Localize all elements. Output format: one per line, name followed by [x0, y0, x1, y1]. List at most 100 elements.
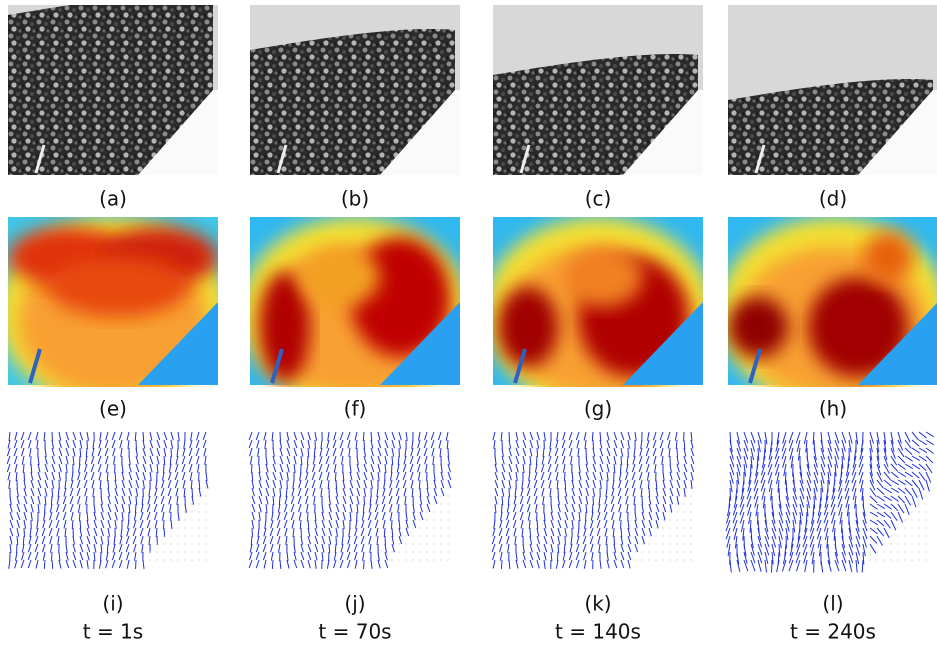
arrow [299, 471, 302, 481]
arrow [9, 535, 13, 545]
arrow [732, 511, 738, 524]
arrow [757, 543, 763, 556]
arrow [51, 559, 54, 569]
arrow [729, 471, 734, 484]
arrow [548, 479, 552, 489]
dot [405, 559, 407, 561]
arrow [508, 463, 513, 473]
arrow [578, 495, 583, 505]
arrow [883, 479, 892, 487]
arrow [797, 527, 801, 541]
arrow [591, 503, 594, 513]
arrow [65, 447, 70, 457]
arrow [139, 511, 144, 521]
arrow [290, 503, 295, 513]
arrow [571, 503, 576, 513]
arrow [585, 487, 590, 497]
arrow [85, 495, 88, 505]
arrow [494, 463, 498, 473]
arrow [132, 527, 137, 537]
arrow [198, 487, 202, 497]
arrow [307, 431, 311, 441]
arrow [606, 463, 610, 473]
dot [198, 519, 200, 521]
dot [198, 503, 200, 505]
arrow [761, 487, 766, 500]
arrow [606, 471, 609, 481]
arrow [845, 463, 850, 477]
arrow [876, 455, 881, 469]
arrow [128, 495, 132, 505]
arrow [838, 479, 843, 492]
arrow [725, 519, 731, 532]
arrow [170, 431, 174, 441]
arrow [55, 519, 60, 529]
arrow [248, 559, 253, 569]
arrow [37, 495, 41, 505]
arrow [377, 559, 381, 569]
arrow [613, 447, 618, 457]
arrow [57, 535, 60, 545]
arrow [9, 519, 14, 529]
arrow [799, 479, 805, 492]
dot [876, 551, 878, 553]
arrow [405, 527, 410, 537]
arrow [746, 495, 752, 508]
arrow [313, 447, 316, 457]
arrow [321, 551, 324, 561]
arrow [112, 543, 116, 553]
arrow [97, 463, 102, 473]
arrow [869, 527, 878, 535]
arrow [585, 455, 588, 465]
arrow [121, 511, 124, 521]
arrow [311, 479, 316, 489]
dot [191, 535, 193, 537]
dot [690, 503, 692, 505]
arrow [876, 439, 880, 453]
arrow [817, 503, 822, 516]
arrow [848, 527, 853, 540]
photo [8, 5, 218, 175]
arrow [16, 519, 21, 529]
arrow [674, 431, 678, 441]
arrow [22, 463, 25, 473]
arrow [411, 487, 414, 497]
arrow [149, 431, 153, 441]
arrow [669, 479, 674, 489]
arrow [277, 503, 281, 513]
arrow [100, 511, 105, 521]
arrow [904, 447, 913, 456]
arrow [191, 487, 194, 497]
arrow [869, 463, 873, 477]
arrow [749, 519, 752, 533]
arrow [855, 431, 859, 445]
arrow [904, 503, 910, 516]
dot [648, 559, 650, 561]
arrow [583, 551, 587, 561]
dot [440, 527, 442, 529]
arrow [389, 511, 393, 521]
arrow [859, 447, 864, 460]
arrow [683, 455, 688, 465]
arrow [641, 527, 646, 537]
arrow [799, 503, 804, 517]
arrow [121, 479, 126, 489]
arrow [747, 479, 752, 492]
arrow [114, 495, 119, 505]
arrow [564, 487, 568, 497]
arrow [890, 495, 899, 502]
arrow [638, 455, 643, 465]
arrow [419, 495, 423, 505]
arrow [321, 511, 325, 521]
arrow [112, 455, 116, 465]
arrow [634, 527, 639, 537]
arrow [627, 439, 630, 449]
arrow [809, 535, 815, 548]
dot [925, 543, 927, 545]
dot [662, 519, 664, 521]
arrow [785, 511, 791, 524]
arrow [803, 431, 808, 445]
arrow [500, 431, 503, 441]
arrow [328, 527, 332, 537]
arrow [648, 503, 652, 513]
